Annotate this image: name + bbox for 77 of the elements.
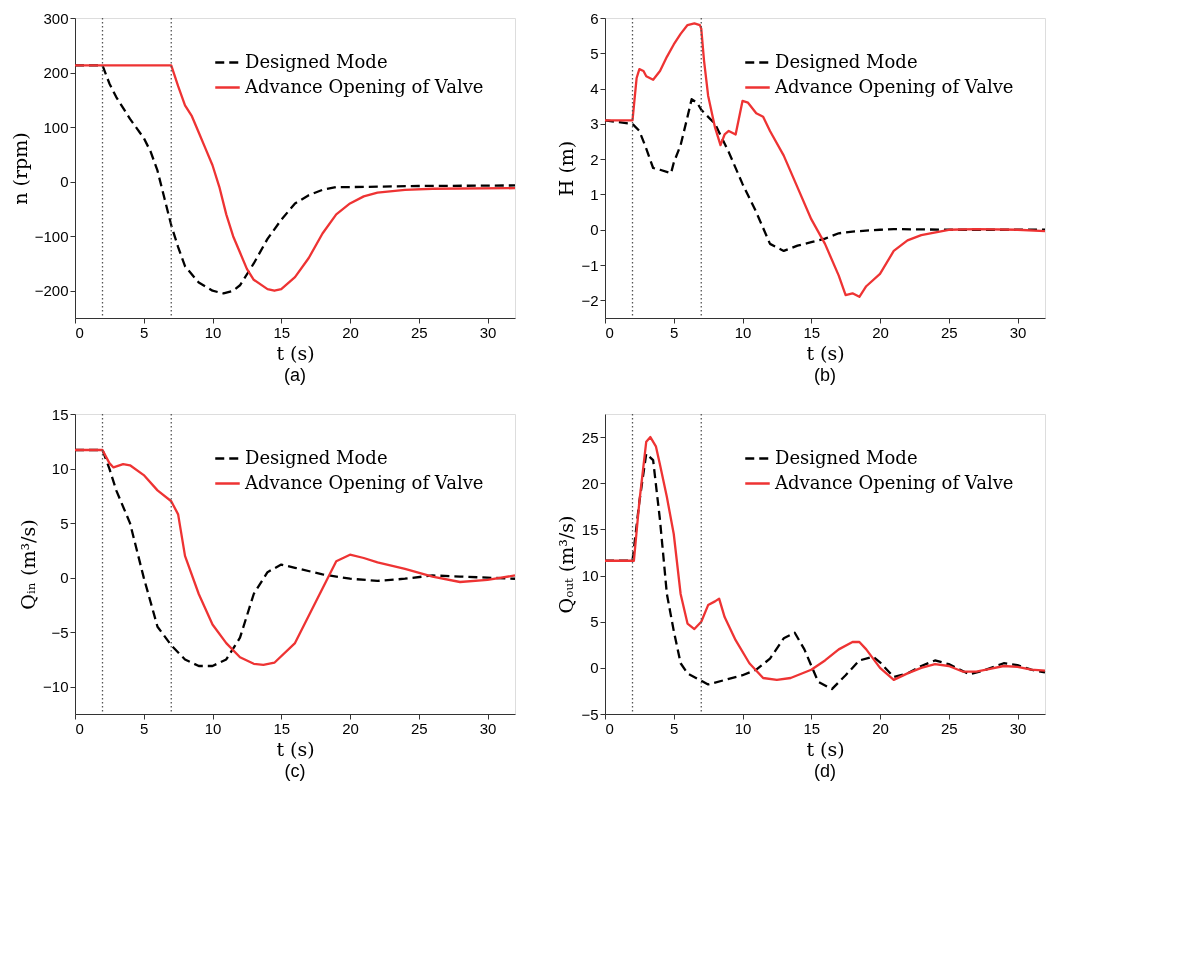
y-tick-label: 20 — [581, 474, 599, 492]
legend-label: Designed Mode — [775, 446, 918, 468]
x-tick-label: 10 — [734, 719, 752, 737]
x-tick-label: 15 — [803, 719, 821, 737]
y-tick-label: 25 — [581, 428, 599, 446]
y-tick-label: 5 — [590, 44, 599, 62]
x-axis-title: t (s) — [806, 341, 845, 364]
x-tick-label: 0 — [605, 323, 614, 341]
y-tick-label: 5 — [590, 613, 599, 631]
x-tick-label: 10 — [734, 323, 752, 341]
x-tick-label: 20 — [872, 323, 889, 341]
x-tick-label: 25 — [410, 323, 428, 341]
legend-label: Advance Opening of Valve — [244, 471, 484, 493]
y-tick-label: 200 — [43, 64, 69, 82]
x-tick-label: 30 — [1009, 323, 1027, 341]
x-tick-label: 15 — [803, 323, 821, 341]
legend-label: Advance Opening of Valve — [774, 75, 1014, 97]
legend-label: Designed Mode — [775, 50, 918, 72]
y-axis-title: n (rpm) — [8, 132, 31, 205]
y-tick-label: 10 — [51, 460, 69, 478]
text: (b) — [814, 365, 836, 385]
x-tick-label: 20 — [872, 719, 889, 737]
x-tick-label: 0 — [75, 719, 84, 737]
x-axis-title: t (s) — [276, 737, 315, 760]
x-tick-label: 15 — [273, 323, 291, 341]
x-tick-label: 30 — [479, 323, 497, 341]
legend-label: Designed Mode — [245, 446, 388, 468]
legend-label: Advance Opening of Valve — [244, 75, 484, 97]
y-tick-label: 0 — [60, 569, 69, 587]
legend-label: Advance Opening of Valve — [774, 471, 1014, 493]
y-tick-label: 10 — [581, 567, 599, 585]
x-axis-title: t (s) — [806, 737, 845, 760]
y-tick-label: 3 — [590, 115, 599, 133]
x-tick-label: 20 — [342, 719, 359, 737]
line-series — [603, 22, 1047, 298]
x-tick-label: 25 — [940, 719, 958, 737]
x-tick-label: 5 — [670, 719, 679, 737]
y-tick-label: −10 — [43, 678, 69, 696]
y-axis-title: H (m) — [555, 140, 578, 197]
y-tick-label: 0 — [590, 659, 599, 677]
x-axis-title: t (s) — [276, 341, 315, 364]
x-tick-label: 30 — [1009, 719, 1027, 737]
text: (a) — [284, 365, 306, 385]
y-tick-label: 100 — [43, 118, 69, 136]
x-tick-label: 15 — [273, 719, 291, 737]
y-tick-label: 6 — [590, 9, 599, 27]
text: (d) — [814, 761, 836, 781]
y-tick-label: −2 — [581, 291, 599, 309]
text: (c) — [284, 761, 306, 781]
x-tick-label: 25 — [940, 323, 958, 341]
y-tick-label: 4 — [590, 80, 599, 98]
x-tick-label: 30 — [479, 719, 497, 737]
x-tick-label: 10 — [204, 323, 222, 341]
x-tick-label: 5 — [140, 323, 149, 341]
y-tick-label: 2 — [590, 150, 599, 168]
y-axis-title: Qₒᵤₜ (m³/s) — [555, 515, 578, 614]
legend-label: Designed Mode — [245, 50, 388, 72]
x-tick-label: 5 — [670, 323, 679, 341]
y-tick-label: −200 — [34, 282, 69, 300]
x-tick-label: 10 — [204, 719, 222, 737]
y-tick-label: 0 — [60, 173, 69, 191]
y-tick-label: 0 — [590, 221, 599, 239]
x-tick-label: 0 — [75, 323, 84, 341]
x-tick-label: 20 — [342, 323, 359, 341]
y-tick-label: 15 — [51, 405, 69, 423]
y-tick-label: 300 — [43, 9, 69, 27]
y-tick-label: −5 — [581, 705, 599, 723]
x-tick-label: 5 — [140, 719, 149, 737]
y-tick-label: −5 — [51, 623, 69, 641]
y-tick-label: −1 — [581, 256, 599, 274]
y-axis-title: Qᵢₙ (m³/s) — [17, 519, 40, 610]
y-tick-label: 5 — [60, 514, 69, 532]
y-tick-label: −100 — [34, 227, 69, 245]
y-tick-label: 1 — [590, 185, 599, 203]
x-tick-label: 25 — [410, 719, 428, 737]
x-tick-label: 0 — [605, 719, 614, 737]
y-tick-label: 15 — [581, 520, 599, 538]
